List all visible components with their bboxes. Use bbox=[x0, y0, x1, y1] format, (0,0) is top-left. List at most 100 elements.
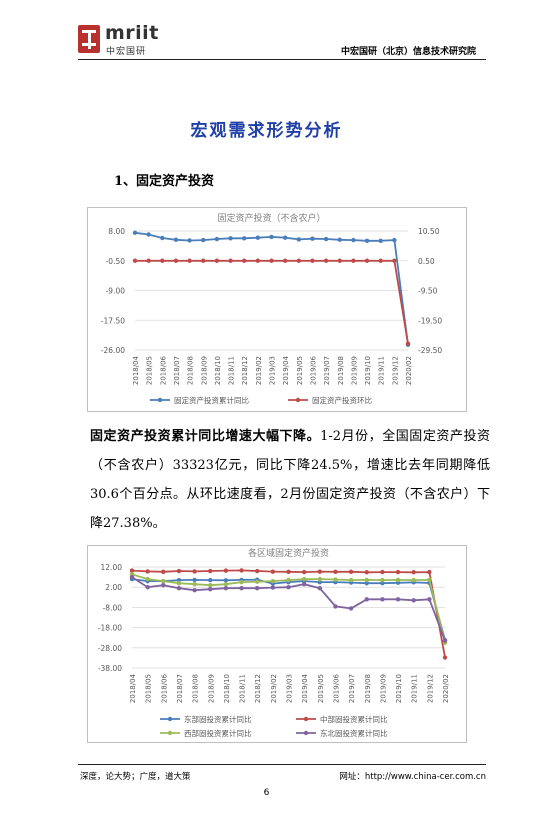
data-point bbox=[333, 569, 338, 575]
footer-website: 网址：http://www.china-cer.com.cn bbox=[339, 772, 486, 782]
data-point bbox=[161, 582, 166, 588]
fixed-asset-investment-chart: 固定资产投资（不含农户） 8.00 -0.50 -9.00 -17.50 -26.00 10… bbox=[87, 207, 467, 412]
data-point bbox=[442, 638, 448, 643]
series-line-1 bbox=[134, 231, 409, 345]
data-point bbox=[364, 597, 369, 602]
series-line-2 bbox=[135, 259, 409, 344]
x-tick-label: 2019/08 bbox=[364, 674, 372, 703]
data-point bbox=[161, 569, 166, 575]
x-tick-label: 2018/10 bbox=[223, 674, 231, 703]
logo-cn-text: 中宏国研 bbox=[106, 47, 147, 57]
data-point bbox=[380, 597, 385, 602]
x-tick-label: 2018/07 bbox=[173, 356, 181, 385]
data-point bbox=[337, 237, 342, 242]
data-point bbox=[282, 235, 288, 240]
logo-mark-icon bbox=[78, 25, 100, 53]
paragraph-body: 1-2月份，全国固定资产投资（不含农户）33323亿元，同比下降24.5%，增速… bbox=[90, 429, 490, 531]
data-point bbox=[380, 569, 385, 575]
x-tick-label: 2019/04 bbox=[301, 673, 309, 703]
legend-marker bbox=[157, 397, 163, 403]
data-point bbox=[242, 258, 247, 263]
data-point bbox=[270, 569, 276, 574]
legend-marker bbox=[167, 730, 173, 736]
data-point bbox=[378, 258, 383, 263]
data-point bbox=[427, 577, 432, 583]
x-tick-label: 2019/12 bbox=[426, 674, 434, 703]
footer-slogan: 深度，论大势；广度，道大策 bbox=[80, 772, 191, 782]
y-tick-label: -8.00 bbox=[103, 603, 123, 612]
data-point bbox=[176, 568, 182, 574]
data-point bbox=[228, 258, 233, 263]
data-point bbox=[395, 577, 401, 583]
data-point bbox=[364, 258, 370, 263]
data-point bbox=[255, 568, 260, 574]
y-tick-label: -26.00 bbox=[101, 346, 125, 355]
legend-label: 西部固投资累计同比 bbox=[184, 728, 252, 738]
data-point bbox=[405, 341, 411, 346]
y-tick-label: -9.00 bbox=[106, 287, 126, 296]
data-point bbox=[282, 258, 288, 263]
x-tick-label: 2019/10 bbox=[364, 356, 372, 385]
page-number: 6 bbox=[263, 788, 270, 798]
legend-marker bbox=[303, 716, 309, 722]
legend-marker bbox=[295, 397, 301, 403]
x-tick-label: 2019/04 bbox=[282, 355, 290, 385]
data-point bbox=[286, 569, 291, 575]
data-point bbox=[176, 580, 182, 586]
data-point bbox=[380, 580, 385, 586]
x-tick-label: 2018/05 bbox=[146, 356, 154, 385]
x-tick-label: 2018/11 bbox=[239, 674, 247, 703]
x-tick-label: 2019/02 bbox=[270, 674, 278, 703]
data-point bbox=[132, 258, 138, 263]
data-point bbox=[173, 258, 179, 263]
data-point bbox=[378, 238, 383, 243]
y-tick-label: 2.00 bbox=[105, 583, 122, 592]
data-point bbox=[255, 235, 261, 240]
x-tick-label: 2018/12 bbox=[254, 674, 262, 703]
data-point bbox=[351, 258, 356, 263]
x-tick-label: 2019/08 bbox=[337, 356, 345, 385]
data-point bbox=[364, 577, 369, 583]
data-point bbox=[146, 258, 151, 263]
data-point bbox=[214, 236, 220, 242]
data-point bbox=[255, 258, 261, 263]
x-tick-label: 2018/08 bbox=[187, 356, 195, 385]
x-tick-label: 2019/03 bbox=[286, 674, 294, 703]
section-heading: 1、固定资产投资 bbox=[114, 174, 215, 189]
data-point bbox=[208, 587, 213, 592]
y2-tick-label: -29.50 bbox=[418, 346, 442, 355]
x-tick-label: 2019/05 bbox=[317, 674, 325, 703]
legend-marker bbox=[167, 716, 173, 722]
legend-marker bbox=[303, 730, 309, 736]
document-title: 宏观需求形势分析 bbox=[190, 121, 343, 141]
data-point bbox=[270, 578, 276, 584]
data-point bbox=[364, 570, 369, 575]
data-point bbox=[208, 577, 213, 583]
legend-label: 固定资产投资环比 bbox=[312, 395, 372, 405]
data-point bbox=[255, 579, 260, 584]
data-point bbox=[223, 581, 229, 587]
data-point bbox=[145, 569, 150, 574]
x-tick-label: 2019/07 bbox=[323, 356, 331, 385]
data-point bbox=[317, 569, 322, 574]
x-tick-label: 2018/04 bbox=[129, 673, 137, 703]
legend-label: 中部固投资累计同比 bbox=[320, 714, 388, 724]
legend-label: 固定资产投资累计同比 bbox=[174, 395, 249, 405]
x-tick-label: 2019/10 bbox=[395, 674, 403, 703]
data-point bbox=[201, 237, 206, 243]
paragraph-lead: 固定资产投资累计同比增速大幅下降。 bbox=[90, 429, 321, 444]
data-point bbox=[129, 568, 135, 573]
y-tick-label: -17.50 bbox=[101, 316, 125, 325]
data-point bbox=[395, 569, 401, 575]
x-tick-label: 2019/03 bbox=[269, 356, 277, 385]
data-point bbox=[208, 568, 213, 574]
x-tick-label: 2018/09 bbox=[207, 674, 215, 703]
chart-title: 各区域固定资产投资 bbox=[248, 547, 329, 559]
data-point bbox=[223, 578, 229, 583]
x-tick-label: 2019/05 bbox=[296, 356, 304, 385]
data-point bbox=[239, 579, 244, 585]
x-tick-label: 2018/06 bbox=[160, 673, 168, 703]
data-point bbox=[392, 258, 397, 263]
data-point bbox=[395, 597, 401, 602]
x-tick-label: 2019/11 bbox=[378, 356, 386, 385]
